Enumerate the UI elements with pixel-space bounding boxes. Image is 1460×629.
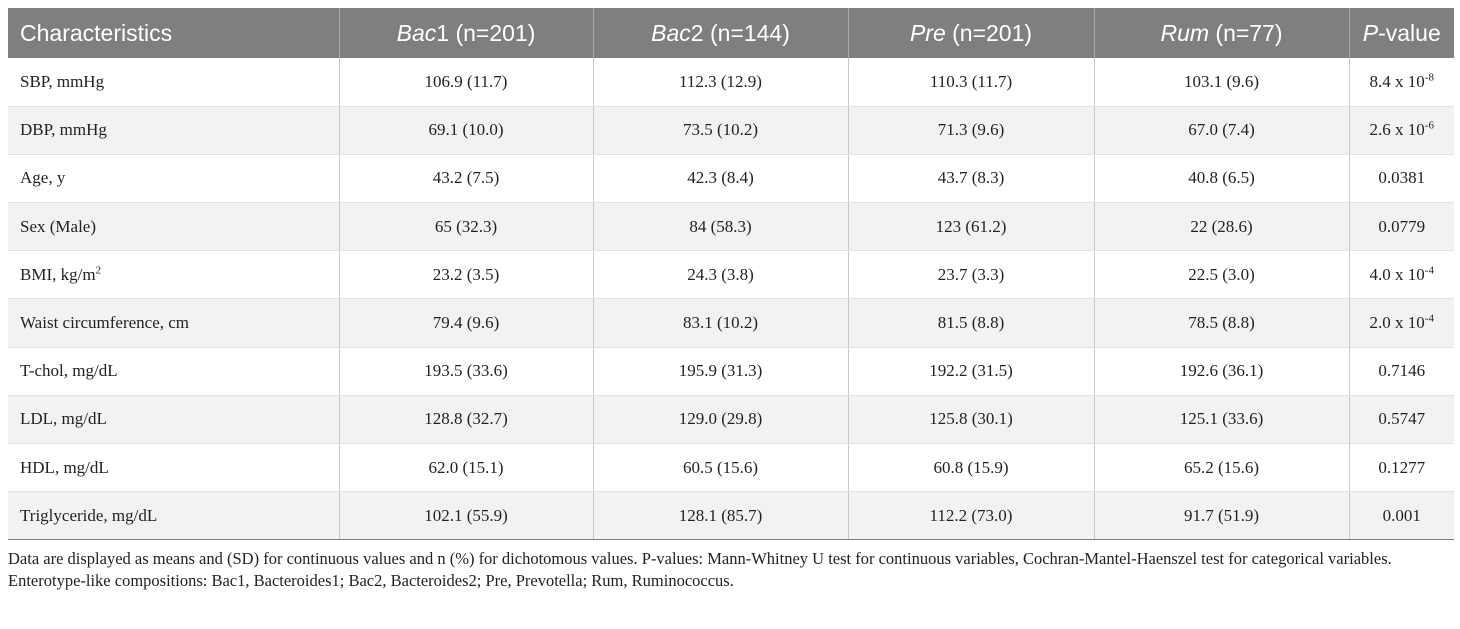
table-body: SBP, mmHg 106.9 (11.7) 112.3 (12.9) 110.3 (…: [8, 58, 1454, 541]
cell-bac1: 69.1 (10.0): [339, 106, 594, 155]
cell-pre: 112.2 (73.0): [848, 491, 1095, 541]
footnote-abbreviations: Enterotype-like compositions: Bac1, Bact…: [8, 571, 734, 590]
table-row: Sex (Male) 65 (32.3) 84 (58.3) 123 (61.2) 22…: [8, 202, 1454, 252]
table-row: Waist circumference, cm 79.4 (9.6) 83.1 (1…: [8, 298, 1454, 348]
cell-bac1: 193.5 (33.6): [339, 347, 594, 396]
cell-bac2: 42.3 (8.4): [593, 154, 849, 204]
cell-pre: 192.2 (31.5): [848, 347, 1095, 396]
cell-bac1: 43.2 (7.5): [339, 154, 594, 204]
table-row: HDL, mg/dL 62.0 (15.1) 60.5 (15.6) 60.8 (15…: [8, 443, 1454, 493]
cell-pre: 81.5 (8.8): [848, 298, 1095, 348]
header-characteristics: Characteristics: [8, 8, 340, 58]
header-pre: Pre (n=201): [848, 8, 1095, 58]
cell-pre: 23.7 (3.3): [848, 250, 1095, 300]
cell-bac2: 24.3 (3.8): [593, 250, 849, 300]
cell-characteristic: SBP, mmHg: [8, 58, 340, 107]
cell-bac2: 83.1 (10.2): [593, 298, 849, 348]
cell-bac2: 128.1 (85.7): [593, 491, 849, 541]
cell-pre: 123 (61.2): [848, 202, 1095, 252]
cell-rum: 78.5 (8.8): [1094, 298, 1350, 348]
footnote-statistics: Data are displayed as means and (SD) for…: [8, 549, 1392, 568]
cell-rum: 65.2 (15.6): [1094, 443, 1350, 493]
characteristics-table: Characteristics Bac1 (n=201) Bac2 (n=144…: [8, 8, 1454, 541]
cell-rum: 91.7 (51.9): [1094, 491, 1350, 541]
header-row: Characteristics Bac1 (n=201) Bac2 (n=144…: [8, 8, 1454, 58]
table-row: DBP, mmHg 69.1 (10.0) 73.5 (10.2) 71.3 (9.6…: [8, 106, 1454, 155]
cell-bac2: 129.0 (29.8): [593, 395, 849, 445]
cell-rum: 22 (28.6): [1094, 202, 1350, 252]
cell-bac1: 79.4 (9.6): [339, 298, 594, 348]
cell-rum: 125.1 (33.6): [1094, 395, 1350, 445]
table-container: Characteristics Bac1 (n=201) Bac2 (n=144…: [8, 8, 1454, 541]
cell-pre: 110.3 (11.7): [848, 58, 1095, 107]
header-p-value: P-value: [1349, 8, 1454, 58]
cell-rum: 192.6 (36.1): [1094, 347, 1350, 396]
cell-pre: 125.8 (30.1): [848, 395, 1095, 445]
cell-characteristic: Waist circumference, cm: [8, 298, 340, 348]
cell-pre: 71.3 (9.6): [848, 106, 1095, 155]
cell-p-value: 0.5747: [1349, 395, 1454, 445]
table-row: Triglyceride, mg/dL 102.1 (55.9) 128.1 (85…: [8, 491, 1454, 541]
cell-bac2: 84 (58.3): [593, 202, 849, 252]
cell-pre: 60.8 (15.9): [848, 443, 1095, 493]
cell-characteristic: T-chol, mg/dL: [8, 347, 340, 396]
cell-p-value: 0.001: [1349, 491, 1454, 541]
cell-bac2: 73.5 (10.2): [593, 106, 849, 155]
cell-characteristic: LDL, mg/dL: [8, 395, 340, 445]
cell-p-value: 0.7146: [1349, 347, 1454, 396]
cell-characteristic: Triglyceride, mg/dL: [8, 491, 340, 541]
cell-characteristic: Age, y: [8, 154, 340, 204]
cell-rum: 103.1 (9.6): [1094, 58, 1350, 107]
cell-rum: 40.8 (6.5): [1094, 154, 1350, 204]
cell-rum: 22.5 (3.0): [1094, 250, 1350, 300]
table-row: Age, y 43.2 (7.5) 42.3 (8.4) 43.7 (8.3) 40.8…: [8, 154, 1454, 204]
table-row: SBP, mmHg 106.9 (11.7) 112.3 (12.9) 110.3 (…: [8, 58, 1454, 107]
cell-p-value: 4.0 x 10-4: [1349, 250, 1454, 300]
table-footnotes: Data are displayed as means and (SD) for…: [8, 548, 1454, 592]
cell-bac1: 128.8 (32.7): [339, 395, 594, 445]
cell-bac1: 102.1 (55.9): [339, 491, 594, 541]
table-row: T-chol, mg/dL 193.5 (33.6) 195.9 (31.3) 192…: [8, 347, 1454, 396]
cell-pre: 43.7 (8.3): [848, 154, 1095, 204]
cell-characteristic: HDL, mg/dL: [8, 443, 340, 493]
cell-p-value: 0.0779: [1349, 202, 1454, 252]
header-rum: Rum (n=77): [1094, 8, 1350, 58]
cell-p-value: 2.6 x 10-6: [1349, 106, 1454, 155]
cell-bac1: 106.9 (11.7): [339, 58, 594, 107]
cell-p-value: 0.0381: [1349, 154, 1454, 204]
cell-bac2: 60.5 (15.6): [593, 443, 849, 493]
cell-bac1: 23.2 (3.5): [339, 250, 594, 300]
cell-characteristic: Sex (Male): [8, 202, 340, 252]
header-bac2: Bac2 (n=144): [593, 8, 849, 58]
cell-bac1: 65 (32.3): [339, 202, 594, 252]
header-bac1: Bac1 (n=201): [339, 8, 594, 58]
cell-p-value: 2.0 x 10-4: [1349, 298, 1454, 348]
table-row: BMI, kg/m2 23.2 (3.5) 24.3 (3.8) 23.7 (3.3)…: [8, 250, 1454, 300]
cell-characteristic: DBP, mmHg: [8, 106, 340, 155]
cell-characteristic: BMI, kg/m2: [8, 250, 340, 300]
cell-p-value: 0.1277: [1349, 443, 1454, 493]
table-row: LDL, mg/dL 128.8 (32.7) 129.0 (29.8) 125.8 …: [8, 395, 1454, 445]
cell-bac2: 195.9 (31.3): [593, 347, 849, 396]
cell-p-value: 8.4 x 10-8: [1349, 58, 1454, 107]
cell-rum: 67.0 (7.4): [1094, 106, 1350, 155]
cell-bac1: 62.0 (15.1): [339, 443, 594, 493]
cell-bac2: 112.3 (12.9): [593, 58, 849, 107]
